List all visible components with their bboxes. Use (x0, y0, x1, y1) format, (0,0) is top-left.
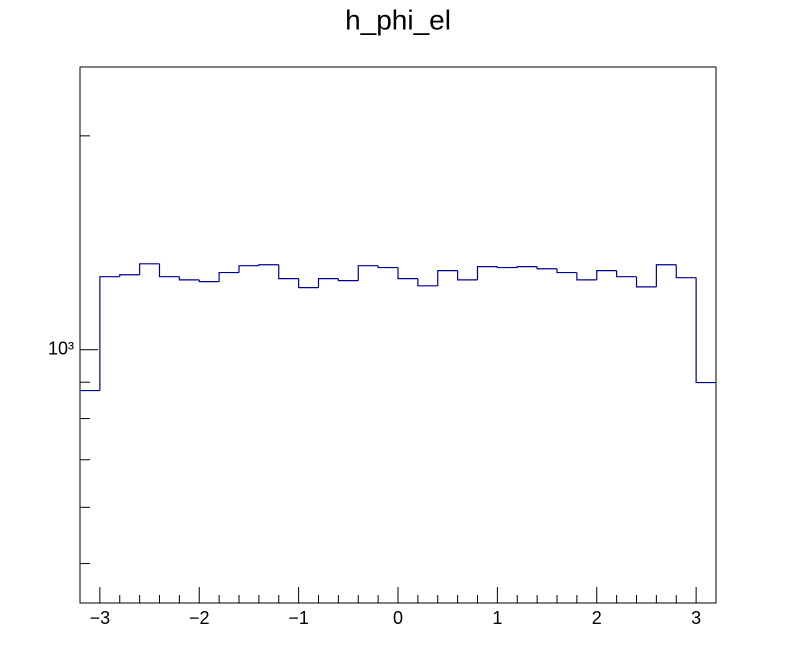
histogram-bin (258, 264, 279, 266)
histogram-bin (357, 265, 379, 281)
x-tick-label: 1 (492, 608, 502, 628)
histogram-bin (695, 277, 716, 384)
histogram-bin (616, 270, 637, 278)
histogram-bin (238, 265, 259, 273)
histogram-bin (417, 278, 438, 287)
histogram-bin (556, 268, 577, 274)
histogram-bin (596, 270, 617, 280)
histogram-bin (516, 266, 538, 268)
histogram-bin (218, 271, 239, 282)
x-tick-label: −3 (90, 608, 111, 628)
x-tick-label: 0 (393, 608, 403, 628)
histogram-bin (119, 274, 140, 277)
histogram-bin (377, 265, 398, 269)
x-tick-label: −2 (189, 608, 210, 628)
histogram-bin (178, 276, 200, 281)
histogram-bin (198, 279, 220, 283)
histogram-bin (99, 276, 120, 391)
histogram-bin (476, 266, 498, 280)
histogram-bin (139, 263, 160, 275)
y-tick-label: 10³ (48, 338, 74, 358)
histogram-bin (655, 264, 677, 287)
histogram-bin (298, 278, 319, 289)
histogram-bin (158, 263, 180, 278)
histogram-bin (397, 267, 418, 280)
histogram-bin (457, 270, 478, 281)
x-tick-label: 3 (691, 608, 701, 628)
histogram-bin (576, 272, 597, 281)
histogram-bin (536, 266, 557, 270)
x-tick-label: −1 (288, 608, 309, 628)
histogram-bin (437, 270, 458, 286)
histogram-bin (317, 278, 339, 288)
histogram-bin (496, 266, 518, 269)
histogram-bin (337, 278, 359, 282)
histogram-bin (635, 276, 657, 288)
histogram-bin (278, 264, 299, 280)
chart-title: h_phi_el (345, 4, 451, 35)
x-tick-label: 2 (592, 608, 602, 628)
histogram-bin (675, 264, 697, 279)
